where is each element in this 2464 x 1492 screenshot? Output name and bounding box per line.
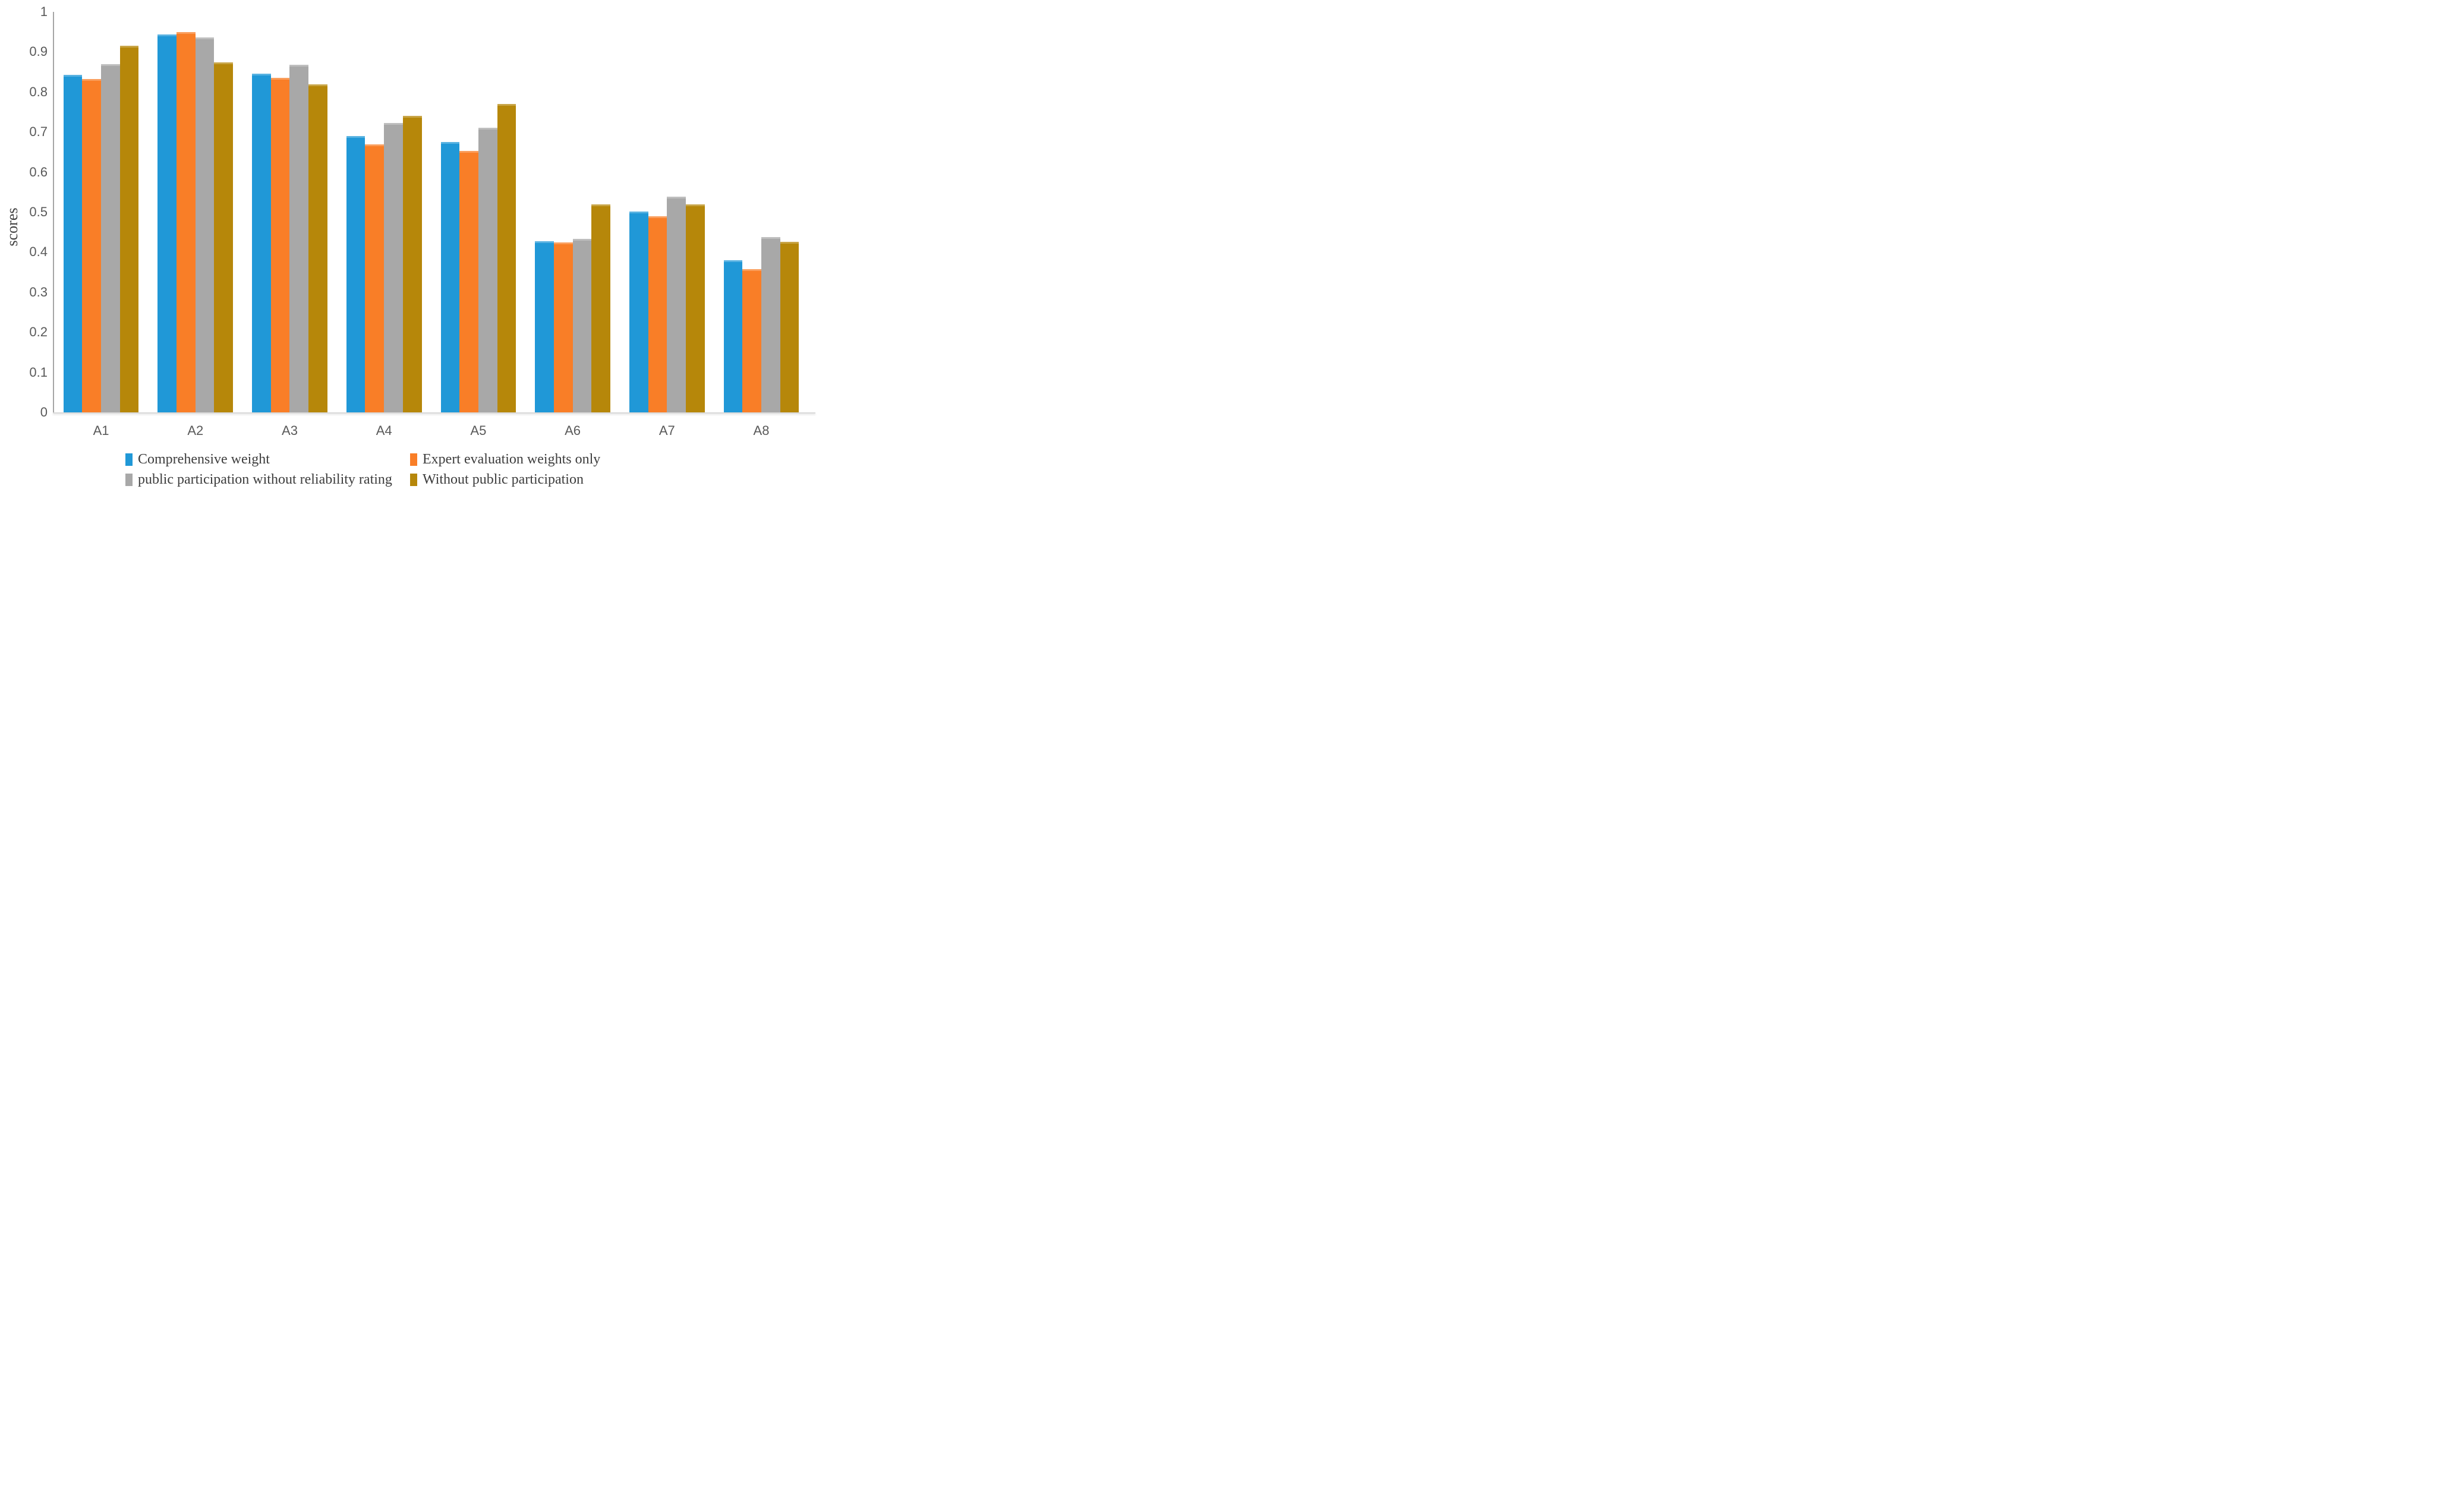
- legend-label: public participation without reliability…: [138, 471, 392, 487]
- bar-group-a6: [535, 12, 610, 412]
- bar-a3-series-4: [308, 84, 327, 412]
- bar-a2-series-3: [195, 37, 215, 412]
- bar-chart: scores 1 0.9 0.8 0.7 0.6 0.5 0.4 0.3 0.2 0.1 0 A1 A…: [0, 0, 821, 497]
- bar-a8-series-3: [761, 237, 780, 412]
- bar-a5-series-2: [459, 151, 478, 412]
- bar-a8-series-4: [780, 242, 799, 412]
- bar-a1-series-1: [63, 75, 83, 412]
- bar-a4-series-3: [384, 123, 403, 412]
- legend-swatch-icon: [125, 453, 133, 466]
- bar-a8-series-1: [723, 260, 743, 412]
- bar-group-a1: [63, 12, 139, 412]
- bar-a8-series-2: [742, 269, 761, 412]
- x-category-label-a2: A2: [187, 423, 204, 438]
- bar-a3-series-3: [289, 65, 309, 412]
- legend-item-series-3: public participation without reliability…: [125, 470, 392, 489]
- bar-a2-series-4: [214, 62, 234, 412]
- bar-a6-series-4: [591, 204, 610, 412]
- bar-a4-series-2: [365, 144, 385, 412]
- legend-swatch-icon: [410, 453, 417, 466]
- y-axis-title: scores: [4, 207, 21, 247]
- bar-a6-series-2: [553, 242, 573, 412]
- x-category-label-a1: A1: [93, 423, 109, 438]
- x-category-label-a7: A7: [658, 423, 675, 438]
- legend-swatch-icon: [410, 473, 417, 486]
- bar-a6-series-1: [535, 241, 554, 412]
- y-tick-label: 0.8: [29, 84, 48, 99]
- bar-a7-series-4: [685, 204, 705, 412]
- y-tick-label: 0.5: [29, 204, 48, 219]
- bar-a1-series-3: [101, 64, 120, 412]
- bar-a5-series-3: [478, 128, 497, 412]
- bar-a3-series-1: [252, 74, 271, 412]
- x-category-label-a8: A8: [753, 423, 770, 438]
- bar-a2-series-2: [177, 32, 196, 412]
- bar-a3-series-2: [270, 78, 290, 412]
- bar-a4-series-4: [402, 116, 422, 412]
- y-tick-label: 0.3: [29, 284, 48, 299]
- x-category-label-a4: A4: [376, 423, 392, 438]
- bar-a5-series-4: [497, 104, 516, 412]
- y-tick-label: 0.1: [29, 364, 48, 380]
- y-tick-label: 1: [40, 4, 48, 19]
- y-tick-label: 0: [40, 405, 48, 419]
- bar-a4-series-1: [346, 136, 365, 412]
- y-tick-label: 0.6: [29, 164, 48, 179]
- bar-a1-series-2: [82, 79, 102, 412]
- x-category-label-a5: A5: [470, 423, 487, 438]
- x-category-label-a3: A3: [282, 423, 298, 438]
- bar-a7-series-1: [629, 212, 648, 412]
- bar-group-a4: [346, 12, 422, 412]
- legend-item-series-1: Comprehensive weight: [125, 450, 270, 469]
- bar-group-a7: [629, 12, 705, 412]
- legend-label: Expert evaluation weights only: [423, 451, 601, 467]
- legend-label: Comprehensive weight: [138, 451, 270, 467]
- bar-a1-series-4: [119, 46, 139, 412]
- bar-a5-series-1: [440, 142, 460, 412]
- legend-label: Without public participation: [423, 471, 584, 487]
- plot-area: [53, 12, 821, 412]
- bar-group-a3: [252, 12, 327, 412]
- bar-group-a5: [440, 12, 516, 412]
- bar-a2-series-1: [157, 34, 177, 412]
- y-axis-line: [53, 12, 54, 414]
- y-tick-label: 0.7: [29, 124, 48, 140]
- x-category-label-a6: A6: [565, 423, 581, 438]
- legend-item-series-4: Without public participation: [410, 470, 584, 489]
- bar-a7-series-3: [667, 197, 686, 412]
- y-tick-label: 0.2: [29, 324, 48, 340]
- bar-group-a8: [723, 12, 799, 412]
- legend-swatch-icon: [125, 473, 133, 486]
- bar-group-a2: [157, 12, 234, 412]
- y-tick-label: 0.9: [29, 44, 48, 59]
- y-tick-label: 0.4: [29, 244, 48, 260]
- legend-item-series-2: Expert evaluation weights only: [410, 450, 600, 469]
- x-axis-line: [53, 412, 815, 414]
- bar-a6-series-3: [572, 239, 592, 412]
- bar-a7-series-2: [648, 216, 667, 412]
